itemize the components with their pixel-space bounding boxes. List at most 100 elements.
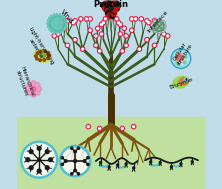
Circle shape	[95, 44, 97, 46]
Circle shape	[101, 21, 105, 25]
Circle shape	[118, 22, 123, 27]
Circle shape	[120, 126, 124, 131]
Circle shape	[94, 43, 98, 47]
Circle shape	[133, 126, 135, 128]
Circle shape	[117, 164, 119, 166]
Circle shape	[74, 20, 76, 22]
Circle shape	[111, 9, 117, 14]
Circle shape	[103, 1, 108, 6]
Circle shape	[83, 160, 86, 162]
Circle shape	[98, 49, 102, 53]
Circle shape	[61, 22, 63, 24]
Circle shape	[88, 28, 92, 32]
Circle shape	[47, 51, 50, 54]
Circle shape	[139, 17, 143, 21]
Circle shape	[56, 13, 58, 15]
Circle shape	[96, 26, 100, 30]
Circle shape	[56, 32, 58, 34]
Circle shape	[60, 21, 64, 25]
Circle shape	[28, 86, 33, 91]
Circle shape	[137, 47, 141, 51]
Circle shape	[54, 32, 55, 33]
Circle shape	[119, 24, 121, 26]
Circle shape	[30, 89, 35, 94]
Circle shape	[86, 125, 90, 129]
Circle shape	[30, 84, 35, 89]
Circle shape	[140, 18, 142, 20]
Circle shape	[183, 61, 186, 64]
Circle shape	[61, 156, 63, 159]
Circle shape	[31, 81, 36, 86]
Circle shape	[26, 158, 30, 162]
Circle shape	[121, 50, 123, 52]
Circle shape	[95, 35, 97, 37]
Circle shape	[145, 19, 149, 23]
Circle shape	[37, 169, 41, 173]
Circle shape	[59, 14, 61, 15]
Circle shape	[186, 79, 187, 80]
Circle shape	[166, 34, 170, 38]
Circle shape	[65, 43, 70, 47]
Circle shape	[154, 44, 155, 46]
Circle shape	[159, 162, 161, 163]
Circle shape	[64, 27, 66, 29]
Circle shape	[175, 53, 184, 62]
Text: Enzyme: Enzyme	[168, 77, 193, 90]
Circle shape	[138, 48, 140, 50]
Circle shape	[118, 32, 123, 36]
Circle shape	[180, 163, 182, 165]
Circle shape	[44, 50, 46, 53]
Circle shape	[62, 30, 63, 32]
Circle shape	[80, 18, 82, 20]
Circle shape	[51, 15, 52, 17]
Circle shape	[109, 6, 113, 11]
Circle shape	[39, 59, 42, 61]
Circle shape	[65, 20, 67, 22]
Circle shape	[25, 86, 30, 91]
Circle shape	[53, 35, 55, 37]
Circle shape	[47, 20, 49, 22]
Circle shape	[153, 20, 158, 25]
Circle shape	[71, 21, 75, 25]
Circle shape	[115, 17, 119, 21]
Circle shape	[158, 21, 162, 25]
Circle shape	[60, 146, 90, 176]
Circle shape	[150, 161, 152, 163]
Circle shape	[81, 47, 85, 51]
Circle shape	[118, 22, 119, 24]
Circle shape	[108, 16, 110, 18]
Circle shape	[152, 43, 157, 47]
Ellipse shape	[36, 51, 49, 61]
Circle shape	[36, 52, 39, 55]
Circle shape	[31, 86, 36, 91]
Circle shape	[71, 173, 73, 175]
Circle shape	[59, 32, 61, 33]
Circle shape	[191, 161, 193, 163]
Circle shape	[167, 35, 169, 37]
Circle shape	[101, 3, 107, 9]
Circle shape	[27, 90, 32, 95]
Circle shape	[105, 7, 110, 12]
Circle shape	[32, 89, 37, 94]
Circle shape	[114, 1, 119, 6]
Circle shape	[47, 23, 48, 24]
Circle shape	[112, 7, 117, 12]
Circle shape	[107, 13, 112, 18]
Circle shape	[94, 34, 98, 38]
Circle shape	[117, 21, 121, 25]
Circle shape	[52, 34, 56, 38]
Circle shape	[27, 82, 32, 87]
Ellipse shape	[173, 52, 188, 65]
Circle shape	[98, 126, 102, 131]
Circle shape	[99, 32, 104, 36]
Circle shape	[73, 19, 77, 23]
Circle shape	[112, 16, 114, 18]
Circle shape	[54, 14, 55, 15]
Circle shape	[65, 26, 67, 27]
Circle shape	[133, 17, 138, 21]
Circle shape	[170, 166, 172, 168]
Circle shape	[101, 33, 103, 35]
Circle shape	[67, 44, 68, 46]
Circle shape	[45, 150, 49, 154]
Text: Interface: Interface	[146, 10, 169, 34]
